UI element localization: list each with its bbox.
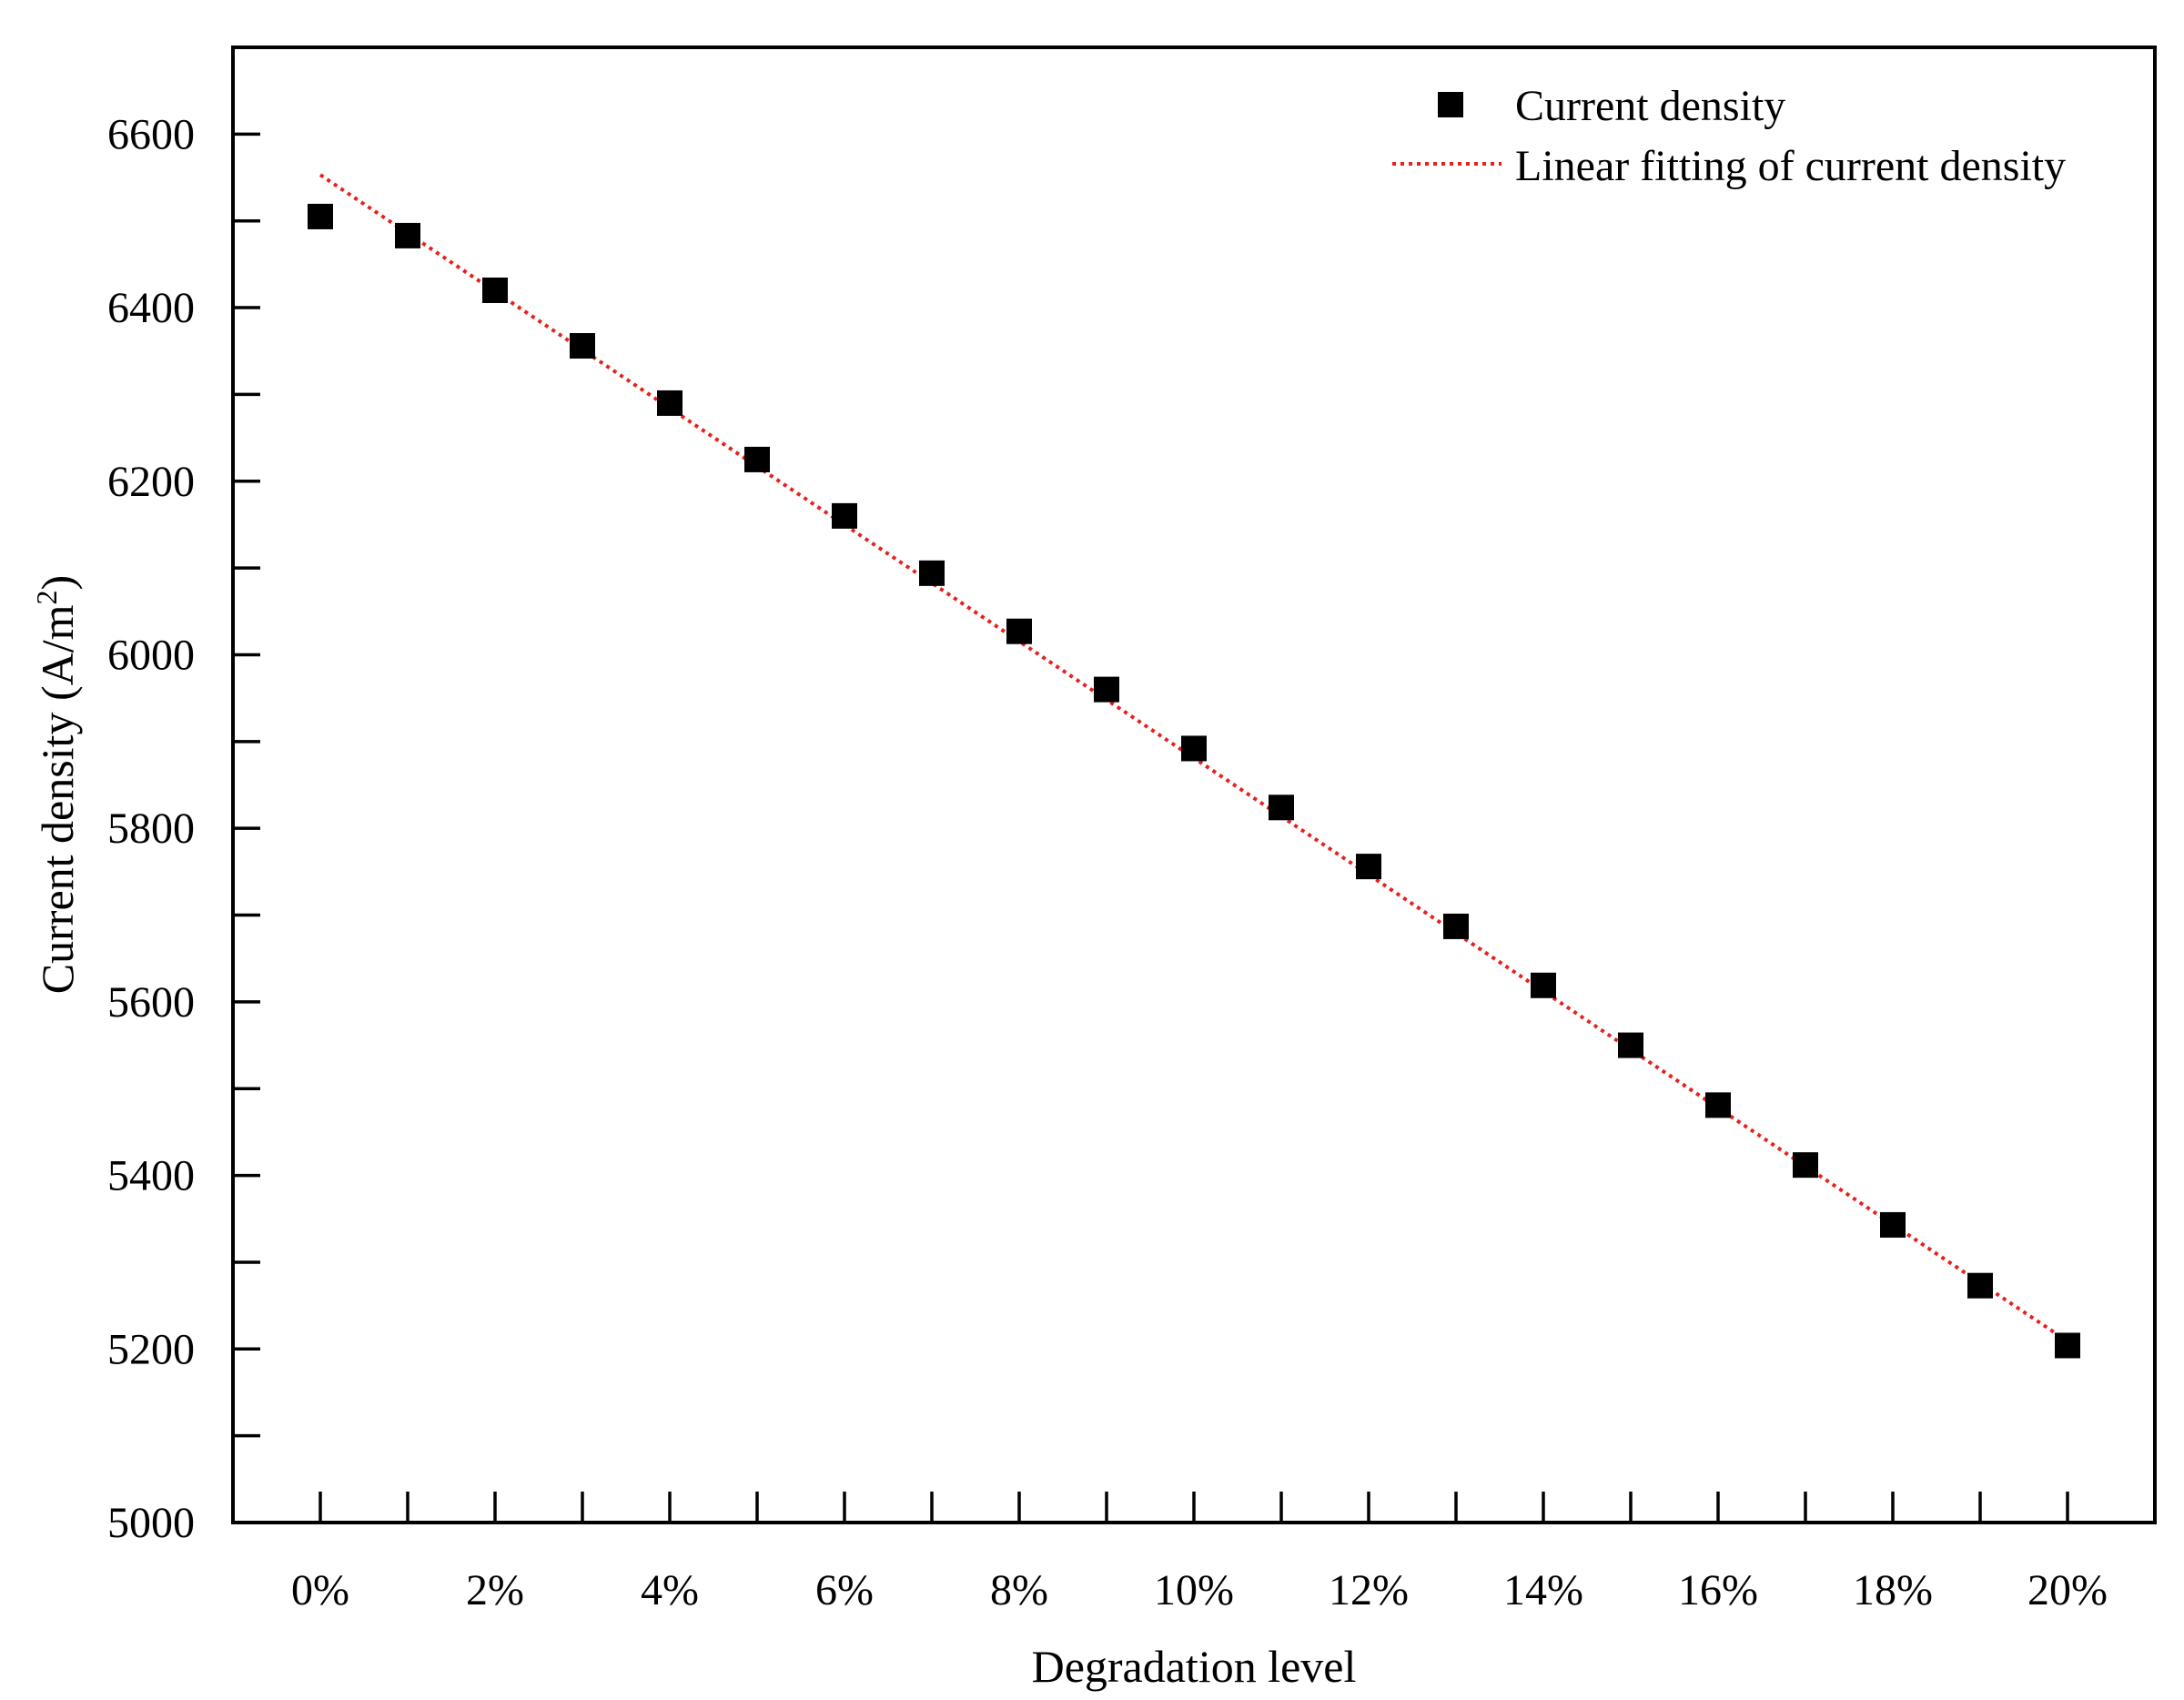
- x-axis-title: Degradation level: [1032, 1641, 1357, 1692]
- x-tick-label: 16%: [1678, 1566, 1758, 1614]
- axis-ticks: [233, 132, 2069, 1524]
- y-tick-label: 6200: [107, 458, 195, 506]
- legend: Current density Linear fitting of curren…: [1392, 82, 2066, 190]
- x-tick-label: 14%: [1503, 1566, 1583, 1614]
- legend-marker-current-density: [1438, 92, 1463, 117]
- points-layer: [308, 203, 2080, 1359]
- y-tick-label: 5200: [107, 1325, 195, 1373]
- legend-label-linear-fitting: Linear fitting of current density: [1515, 142, 2066, 190]
- x-tick-label: 12%: [1329, 1566, 1409, 1614]
- tick-labels: 0% 2% 4% 6% 8% 10% 12% 14% 16% 18% 20% 5000 5200 5400…: [107, 110, 2108, 1614]
- data-point: [1443, 913, 1469, 939]
- data-point: [1618, 1032, 1643, 1058]
- data-point: [744, 446, 770, 472]
- data-point: [1006, 618, 1032, 644]
- y-tick-label: 5000: [107, 1499, 195, 1547]
- data-point: [395, 222, 420, 248]
- x-tick-label: 2%: [466, 1566, 524, 1614]
- data-point: [1356, 854, 1381, 880]
- legend-label-current-density: Current density: [1515, 82, 1785, 130]
- data-point: [832, 502, 857, 529]
- y-tick-label: 5400: [107, 1152, 195, 1200]
- y-axis-title-close: ): [32, 575, 83, 591]
- data-point: [1181, 735, 1207, 762]
- y-axis-title-main: Current density (A/m: [32, 604, 83, 994]
- y-tick-label: 5600: [107, 978, 195, 1027]
- data-point: [657, 390, 682, 416]
- data-point: [482, 277, 508, 303]
- data-point: [1705, 1092, 1731, 1118]
- x-tick-label: 18%: [1853, 1566, 1933, 1614]
- y-axis-title: Current density (A/m2): [30, 575, 83, 994]
- y-tick-label: 6000: [107, 631, 195, 679]
- data-point: [1967, 1272, 1993, 1299]
- data-point: [1793, 1152, 1818, 1179]
- y-tick-label: 6600: [107, 110, 195, 158]
- data-point: [1094, 676, 1119, 703]
- data-point: [308, 203, 333, 229]
- x-tick-label: 4%: [641, 1566, 699, 1614]
- data-point: [919, 560, 945, 586]
- y-axis-title-superscript: 2: [30, 590, 63, 604]
- data-point: [1269, 794, 1294, 821]
- y-tick-label: 6400: [107, 284, 195, 332]
- data-point: [1880, 1211, 1906, 1238]
- plot-frame: [231, 46, 2157, 1524]
- x-tick-label: 20%: [2027, 1566, 2108, 1614]
- data-point: [2055, 1332, 2080, 1359]
- y-tick-label: 5800: [107, 804, 195, 853]
- x-tick-label: 8%: [990, 1566, 1048, 1614]
- data-point: [1531, 972, 1556, 998]
- data-point: [570, 333, 595, 359]
- x-tick-label: 10%: [1154, 1566, 1234, 1614]
- x-tick-label: 6%: [815, 1566, 874, 1614]
- x-tick-label: 0%: [291, 1566, 349, 1614]
